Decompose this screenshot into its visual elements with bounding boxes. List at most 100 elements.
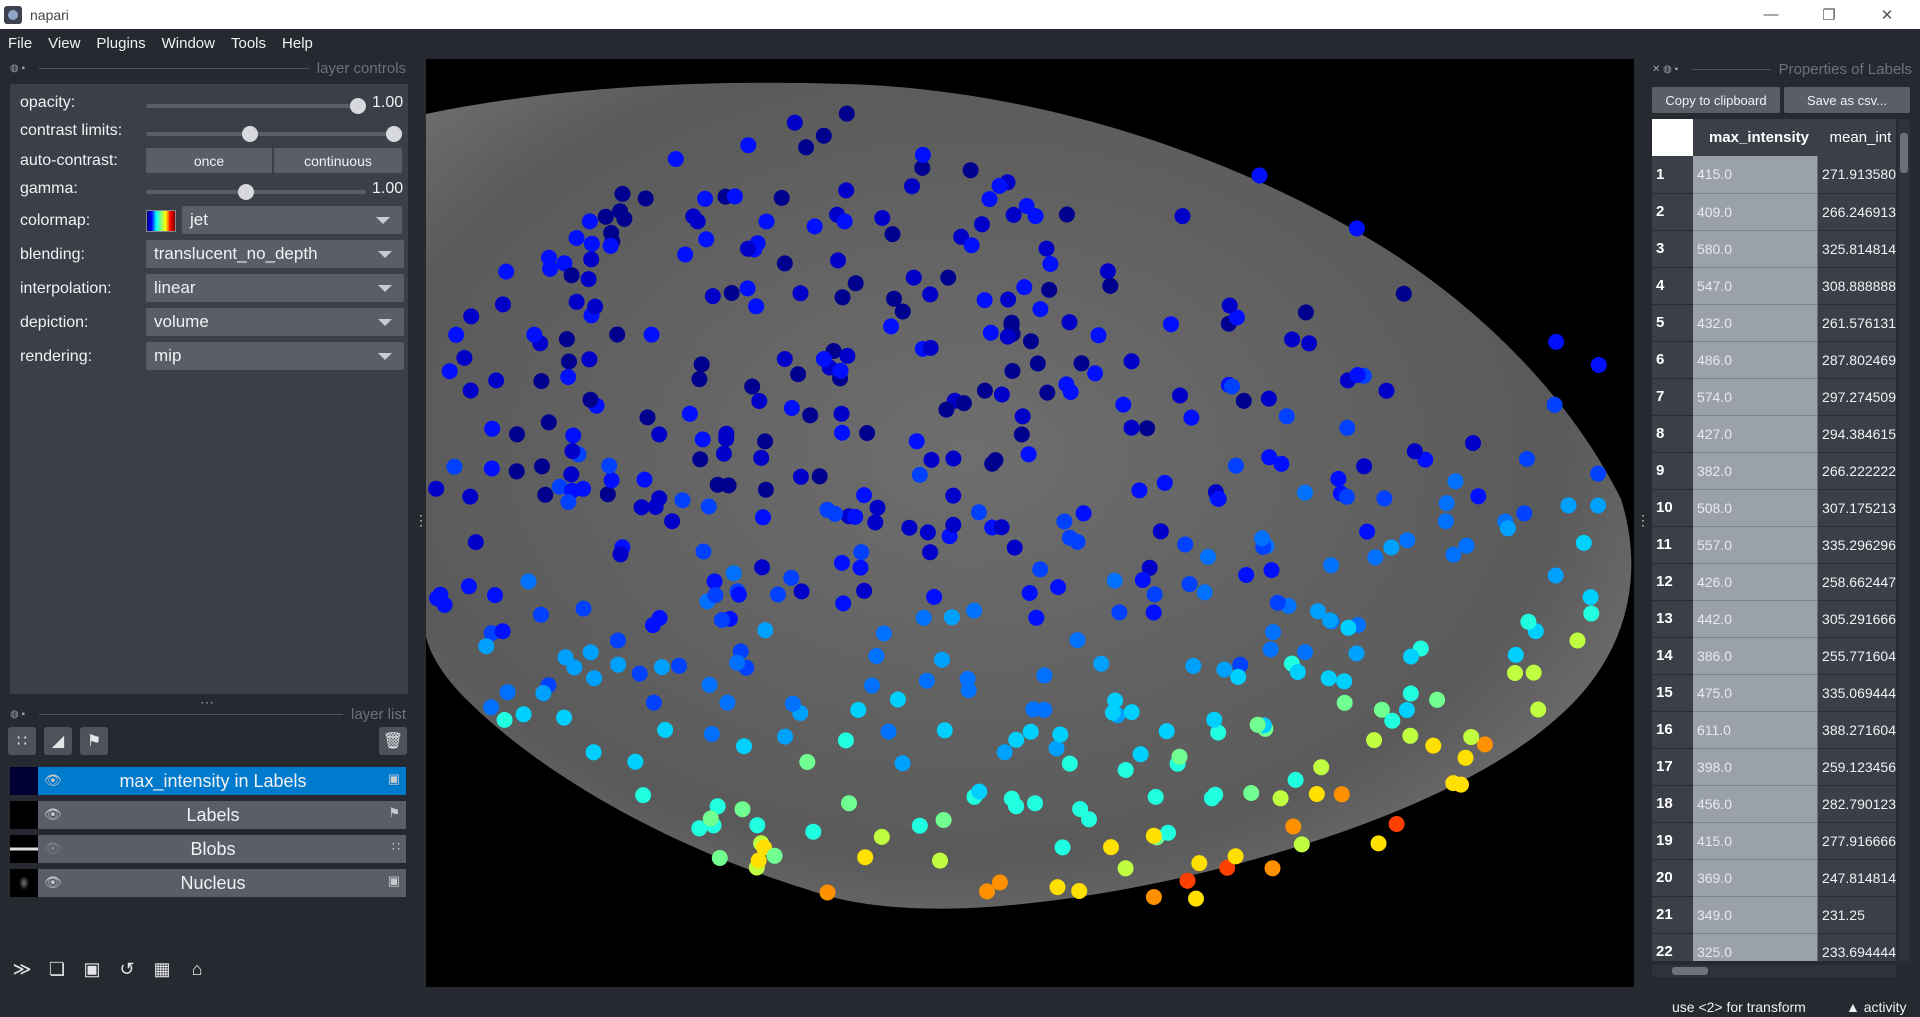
cell-max-intensity[interactable]: 475.0 (1692, 674, 1819, 712)
cell-mean-intensity[interactable]: 287.802469 (1817, 341, 1896, 379)
cell-mean-intensity[interactable]: 233.694444 (1817, 933, 1896, 961)
dock-close-icon[interactable]: ✕ ◍ ▪ (1652, 63, 1679, 75)
row-number[interactable]: 8 (1652, 415, 1693, 453)
row-number[interactable]: 13 (1652, 600, 1693, 638)
contrast-limits-slider[interactable] (146, 126, 402, 142)
row-number[interactable]: 14 (1652, 637, 1693, 675)
table-row[interactable]: 20 369.0 247.814814 (1652, 859, 1896, 897)
properties-table[interactable]: max_intensity mean_int 1 415.0 271.913580 2… (1652, 119, 1896, 961)
cell-max-intensity[interactable]: 409.0 (1692, 193, 1819, 231)
table-row[interactable]: 18 456.0 282.790123 (1652, 785, 1896, 823)
cell-mean-intensity[interactable]: 259.123456 (1817, 748, 1896, 786)
row-number[interactable]: 19 (1652, 822, 1693, 860)
table-corner[interactable] (1652, 119, 1693, 156)
row-number[interactable]: 16 (1652, 711, 1693, 749)
cell-mean-intensity[interactable]: 308.888888 (1817, 267, 1896, 305)
cell-mean-intensity[interactable]: 305.291666 (1817, 600, 1896, 638)
cell-max-intensity[interactable]: 611.0 (1692, 711, 1819, 749)
copy-to-clipboard-button[interactable]: Copy to clipboard (1652, 87, 1780, 113)
rendering-dropdown[interactable]: mip (146, 342, 404, 370)
row-number[interactable]: 17 (1652, 748, 1693, 786)
cell-mean-intensity[interactable]: 307.175213 (1817, 489, 1896, 527)
restore-icon[interactable]: ❐ (1822, 6, 1836, 24)
table-row[interactable]: 17 398.0 259.123456 (1652, 748, 1896, 786)
cell-max-intensity[interactable]: 415.0 (1692, 822, 1819, 860)
row-number[interactable]: 15 (1652, 674, 1693, 712)
table-row[interactable]: 5 432.0 261.576131 (1652, 304, 1896, 342)
cell-mean-intensity[interactable]: 325.814814 (1817, 230, 1896, 268)
menu-view[interactable]: View (48, 34, 81, 52)
console-icon[interactable]: ≫ (12, 958, 32, 979)
opacity-slider-handle[interactable] (350, 98, 366, 114)
table-row[interactable]: 21 349.0 231.25 (1652, 896, 1896, 934)
save-as-csv-button[interactable]: Save as csv... (1784, 87, 1910, 113)
row-number[interactable]: 22 (1652, 933, 1693, 961)
layer-row-labels[interactable]: 👁 Labels ⚑ (10, 801, 406, 829)
ndisplay-icon[interactable]: ❏ (48, 958, 66, 979)
table-horizontal-scrollbar[interactable] (1652, 965, 1896, 977)
table-row[interactable]: 6 486.0 287.802469 (1652, 341, 1896, 379)
cell-max-intensity[interactable]: 325.0 (1692, 933, 1819, 961)
cell-max-intensity[interactable]: 415.0 (1692, 156, 1819, 194)
row-number[interactable]: 11 (1652, 526, 1693, 564)
new-labels-layer-icon[interactable]: ⚑ (80, 727, 108, 755)
menu-file[interactable]: File (8, 34, 33, 52)
menu-plugins[interactable]: Plugins (96, 34, 146, 52)
table-row[interactable]: 8 427.0 294.384615 (1652, 415, 1896, 453)
row-number[interactable]: 18 (1652, 785, 1693, 823)
cell-mean-intensity[interactable]: 258.662447 (1817, 563, 1896, 601)
table-row[interactable]: 3 580.0 325.814814 (1652, 230, 1896, 268)
row-number[interactable]: 3 (1652, 230, 1693, 268)
eye-closed-icon[interactable]: 👁 (44, 840, 62, 856)
cell-mean-intensity[interactable]: 266.222222 (1817, 452, 1896, 490)
grid-icon[interactable]: ▦ (153, 958, 171, 979)
dock-float-icon[interactable]: ◍ ▪ (10, 62, 26, 74)
table-row[interactable]: 4 547.0 308.888888 (1652, 267, 1896, 305)
cell-max-intensity[interactable]: 386.0 (1692, 637, 1819, 675)
menu-tools[interactable]: Tools (230, 34, 267, 52)
cell-mean-intensity[interactable]: 231.25 (1817, 896, 1896, 934)
cell-mean-intensity[interactable]: 261.576131 (1817, 304, 1896, 342)
table-row[interactable]: 9 382.0 266.222222 (1652, 452, 1896, 490)
layer-row-max-intensity[interactable]: 👁 max_intensity in Labels ▣ (10, 767, 406, 795)
table-vertical-scrollbar[interactable] (1898, 119, 1910, 961)
cell-mean-intensity[interactable]: 271.913580 (1817, 156, 1896, 194)
cell-max-intensity[interactable]: 456.0 (1692, 785, 1819, 823)
cell-mean-intensity[interactable]: 282.790123 (1817, 785, 1896, 823)
viewer-canvas[interactable] (426, 59, 1634, 987)
cell-mean-intensity[interactable]: 335.069444 (1817, 674, 1896, 712)
new-points-layer-icon[interactable]: ∷ (8, 727, 36, 755)
table-row[interactable]: 2 409.0 266.246913 (1652, 193, 1896, 231)
column-header-max-intensity[interactable]: max_intensity (1692, 119, 1818, 156)
once-button[interactable]: once (146, 148, 272, 173)
cell-max-intensity[interactable]: 486.0 (1692, 341, 1819, 379)
eye-icon[interactable]: 👁 (44, 772, 62, 788)
cell-max-intensity[interactable]: 574.0 (1692, 378, 1819, 416)
minimize-icon[interactable]: — (1763, 6, 1779, 23)
table-row[interactable]: 12 426.0 258.662447 (1652, 563, 1896, 601)
new-shapes-layer-icon[interactable]: ◢ (44, 727, 72, 755)
menu-help[interactable]: Help (282, 34, 313, 52)
scrollbar-thumb[interactable] (1900, 133, 1908, 173)
table-row[interactable]: 16 611.0 388.271604 (1652, 711, 1896, 749)
gamma-slider[interactable] (146, 184, 366, 200)
dock-float-icon[interactable]: ◍ ▪ (10, 708, 26, 720)
cell-mean-intensity[interactable]: 388.271604 (1817, 711, 1896, 749)
layer-row-blobs[interactable]: 👁 Blobs ∷ (10, 835, 406, 863)
cell-mean-intensity[interactable]: 335.296296 (1817, 526, 1896, 564)
row-number[interactable]: 20 (1652, 859, 1693, 897)
interpolation-dropdown[interactable]: linear (146, 274, 404, 302)
eye-icon[interactable]: 👁 (44, 874, 62, 890)
cell-mean-intensity[interactable]: 294.384615 (1817, 415, 1896, 453)
colormap-dropdown[interactable]: jet (182, 206, 402, 234)
cell-max-intensity[interactable]: 427.0 (1692, 415, 1819, 453)
cell-mean-intensity[interactable]: 277.916666 (1817, 822, 1896, 860)
activity-button[interactable]: ▲ activity (1846, 999, 1907, 1015)
home-icon[interactable]: ⌂ (191, 958, 203, 979)
cell-max-intensity[interactable]: 349.0 (1692, 896, 1819, 934)
table-row[interactable]: 22 325.0 233.694444 (1652, 933, 1896, 961)
table-row[interactable]: 14 386.0 255.771604 (1652, 637, 1896, 675)
cell-max-intensity[interactable]: 442.0 (1692, 600, 1819, 638)
contrast-high-handle[interactable] (386, 126, 402, 142)
column-header-mean-intensity[interactable]: mean_int (1817, 119, 1896, 156)
